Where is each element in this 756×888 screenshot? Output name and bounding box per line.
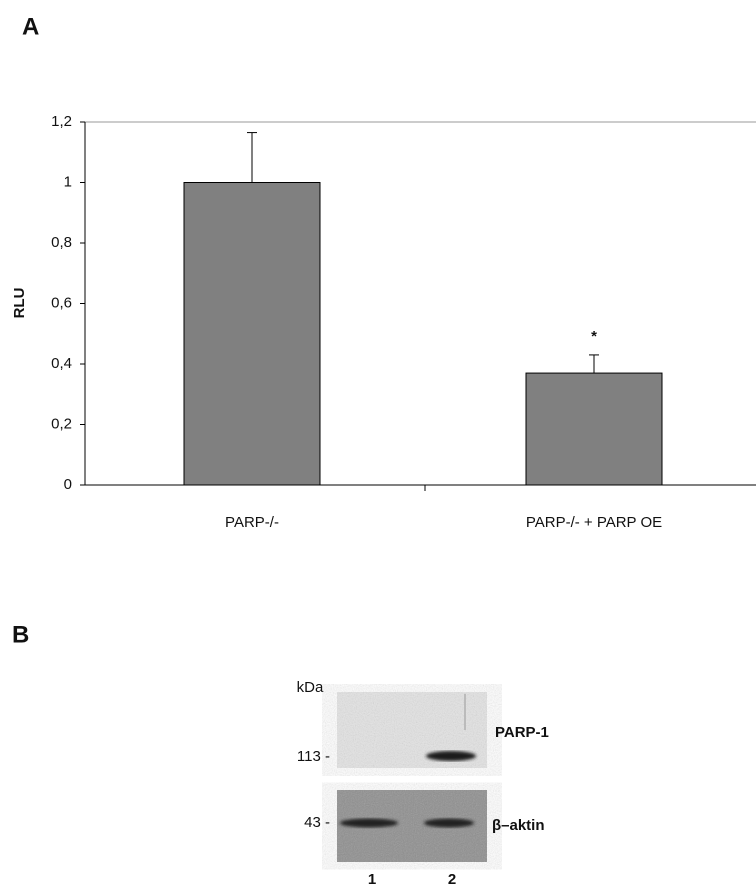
blot-band xyxy=(424,818,474,828)
panel-label: B xyxy=(12,621,29,648)
y-tick-label: 0,2 xyxy=(51,415,72,432)
protein-label: PARP-1 xyxy=(495,724,549,741)
lane-label: 2 xyxy=(448,871,456,888)
blot-unit: kDa xyxy=(297,679,324,696)
y-axis-label: RLU xyxy=(11,288,28,319)
protein-label: β–aktin xyxy=(492,817,545,834)
y-tick-label: 0,4 xyxy=(51,355,72,372)
y-tick-label: 0 xyxy=(64,476,72,493)
x-tick-label: PARP-/- xyxy=(225,514,279,531)
marker-label: 113 - xyxy=(297,748,330,765)
y-tick-label: 0,6 xyxy=(51,294,72,311)
marker-label: 43 - xyxy=(304,814,330,831)
y-tick-label: 1 xyxy=(64,173,72,190)
bar xyxy=(525,372,663,486)
x-tick-label: PARP-/- + PARP OE xyxy=(526,514,662,531)
panel-label: A xyxy=(22,13,39,40)
blot-band xyxy=(426,751,476,761)
lane-label: 1 xyxy=(368,871,376,888)
annotation: * xyxy=(591,328,597,345)
y-tick-label: 0,8 xyxy=(51,234,72,251)
bar xyxy=(183,182,321,486)
blot-band xyxy=(340,818,398,828)
y-tick-label: 1,2 xyxy=(51,113,72,130)
